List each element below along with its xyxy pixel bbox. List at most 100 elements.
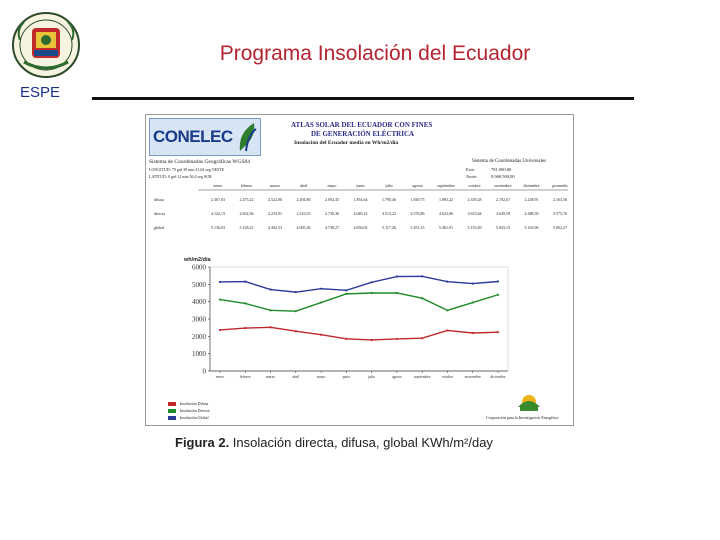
- table-cell-directa-6: 4.513,22: [382, 211, 396, 217]
- header-divider: [92, 97, 634, 100]
- table-cell-global-11: 5.163,96: [525, 225, 539, 231]
- legend-swatch-difusa: [168, 402, 176, 406]
- chart-xtick-label-3: abril: [292, 375, 299, 379]
- table-header-0: enero: [214, 183, 223, 188]
- table-header-5: junio: [355, 183, 364, 188]
- chart-point-2-4: [319, 287, 323, 290]
- table-cell-difusa-5: 1.854,64: [354, 197, 368, 203]
- atlas-subtitle: Insolación del Ecuador media en Wh/m2/dí…: [294, 140, 399, 146]
- chart-series-line-0: [219, 326, 499, 341]
- page-title: Programa Insolación del Ecuador: [219, 42, 531, 65]
- chart-point-1-0: [218, 298, 222, 301]
- caption-text: Insolación directa, difusa, global KWh/m…: [229, 435, 493, 450]
- table-cell-difusa-8: 1.893,22: [439, 197, 453, 203]
- table-cell-directa-3: 2.216,53: [297, 211, 311, 217]
- coord-right-label2: Norte:: [466, 174, 478, 179]
- table-header-4: mayo: [328, 183, 337, 188]
- table-cell-directa-1: 2.652,36: [240, 211, 254, 217]
- table-cell-directa-9: 3.615,64: [468, 211, 482, 217]
- footer-org-text: Corporación para la Investigación Energé…: [486, 415, 559, 420]
- chart-point-0-5: [345, 337, 348, 340]
- table-row-label-global: global: [154, 225, 165, 230]
- table-cell-difusa-0: 2.367,03: [211, 197, 225, 203]
- conelec-logo: CONELEC: [149, 118, 261, 156]
- chart-xtick-label-1: febrero: [240, 375, 251, 379]
- chart-point-1-8: [421, 297, 424, 300]
- table-cell-global-6: 5.117,26: [382, 225, 396, 231]
- chart-point-1-4: [319, 301, 323, 304]
- table-cell-directa-10: 3.649,59: [496, 211, 510, 217]
- chart-xtick-label-2: marzo: [266, 375, 276, 379]
- table-cell-difusa-1: 2.475,22: [240, 197, 254, 203]
- table-cell-directa-7: 4.576,86: [411, 211, 425, 217]
- coord-right-title: Sistema de Coordenadas Universales: [472, 159, 547, 164]
- chart-ylabel: wh/m2/día: [183, 257, 212, 263]
- table-header-12: promedio: [552, 183, 567, 188]
- table-cell-directa-0: 4.122,13: [211, 211, 225, 217]
- chart-point-2-0: [218, 280, 222, 284]
- chart-ytick-label-4: 4000: [192, 298, 207, 306]
- figure-caption: Figura 2. Insolación directa, difusa, gl…: [175, 435, 493, 450]
- chart-point-1-2: [269, 309, 272, 312]
- insolation-line-chart: wh/m2/día 0 1000 2000 3000 4000 5000 6000 enero f…: [183, 257, 509, 379]
- table-cell-global-0: 5.136,03: [211, 225, 225, 231]
- chart-ytick-label-1: 1000: [192, 350, 207, 358]
- table-cell-global-9: 5.155,49: [468, 225, 482, 231]
- chart-point-2-11: [496, 280, 500, 283]
- chart-ytick-label-2: 2000: [192, 333, 207, 341]
- chart-xtick-label-6: julio: [367, 375, 375, 379]
- table-cell-global-7: 5.451,15: [411, 225, 425, 231]
- table-cell-directa-2: 2.233,91: [268, 211, 282, 217]
- table-header-1: febrero: [241, 183, 253, 188]
- chart-point-2-5: [345, 289, 348, 292]
- chart-point-0-10: [471, 331, 474, 335]
- table-header-3: abril: [300, 183, 308, 188]
- table-header-6: julio: [384, 183, 392, 188]
- chart-point-0-6: [370, 338, 373, 342]
- chart-point-2-1: [244, 280, 247, 283]
- chart-point-0-9: [446, 329, 449, 332]
- legend-label-directa: Insolación Directa: [180, 408, 210, 413]
- table-header-2: marzo: [270, 183, 280, 188]
- table-cell-difusa-9: 2.339,28: [468, 197, 482, 203]
- chart-point-0-11: [496, 331, 500, 334]
- chart-point-0-2: [269, 326, 272, 329]
- chart-point-2-9: [446, 280, 449, 283]
- table-cell-difusa-2: 2.522,00: [268, 197, 282, 203]
- chart-xtick-label-11: diciembre: [490, 375, 505, 379]
- chart-point-2-6: [370, 281, 373, 284]
- org-label: ESPE: [20, 84, 61, 101]
- table-cell-directa-12: 3.575,76: [553, 211, 567, 217]
- chart-point-1-7: [395, 291, 399, 295]
- caption-prefix: Figura 2.: [175, 435, 230, 450]
- table-header-8: septiembre: [437, 183, 455, 188]
- conelec-logo-text: CONELEC: [153, 127, 233, 146]
- chart-ytick-label-3: 3000: [192, 316, 207, 324]
- chart-point-0-3: [294, 330, 297, 333]
- legend-label-difusa: Insolación Difusa: [180, 401, 209, 406]
- chart-point-0-4: [319, 333, 323, 336]
- chart-point-1-5: [345, 292, 348, 295]
- chart-point-1-10: [471, 301, 474, 304]
- table-cell-global-8: 5.461,91: [439, 225, 453, 231]
- coord-right-label1: Este:: [466, 167, 475, 172]
- chart-xtick-label-4: mayo: [317, 375, 326, 379]
- table-cell-difusa-6: 1.790,46: [382, 197, 396, 203]
- table-row-label-directa: directa: [154, 211, 165, 216]
- table-cell-difusa-3: 2.294,80: [297, 197, 311, 203]
- atlas-title-line2: DE GENERACIÓN ELÉCTRICA: [311, 130, 415, 138]
- sun-logo-icon: [518, 395, 540, 411]
- coord-left-line1: LONGITUD: 79 grd 30 min 41,04 seg OESTE: [149, 167, 225, 172]
- chart-point-1-9: [446, 309, 449, 312]
- table-header-11: diciembre: [524, 183, 540, 188]
- table-cell-difusa-10: 2.192,67: [496, 197, 510, 203]
- table-header-7: agosto: [412, 183, 422, 188]
- legend-swatch-global: [168, 416, 176, 420]
- coord-right-value1: 781.000,00: [491, 167, 512, 172]
- chart-point-1-6: [370, 291, 373, 295]
- chart-point-0-8: [421, 337, 424, 340]
- chart-xtick-label-9: octubre: [442, 375, 454, 379]
- chart-xtick-label-5: junio: [341, 375, 350, 379]
- table-cell-difusa-7: 1.849,75: [411, 197, 425, 203]
- chart-point-2-10: [471, 282, 474, 285]
